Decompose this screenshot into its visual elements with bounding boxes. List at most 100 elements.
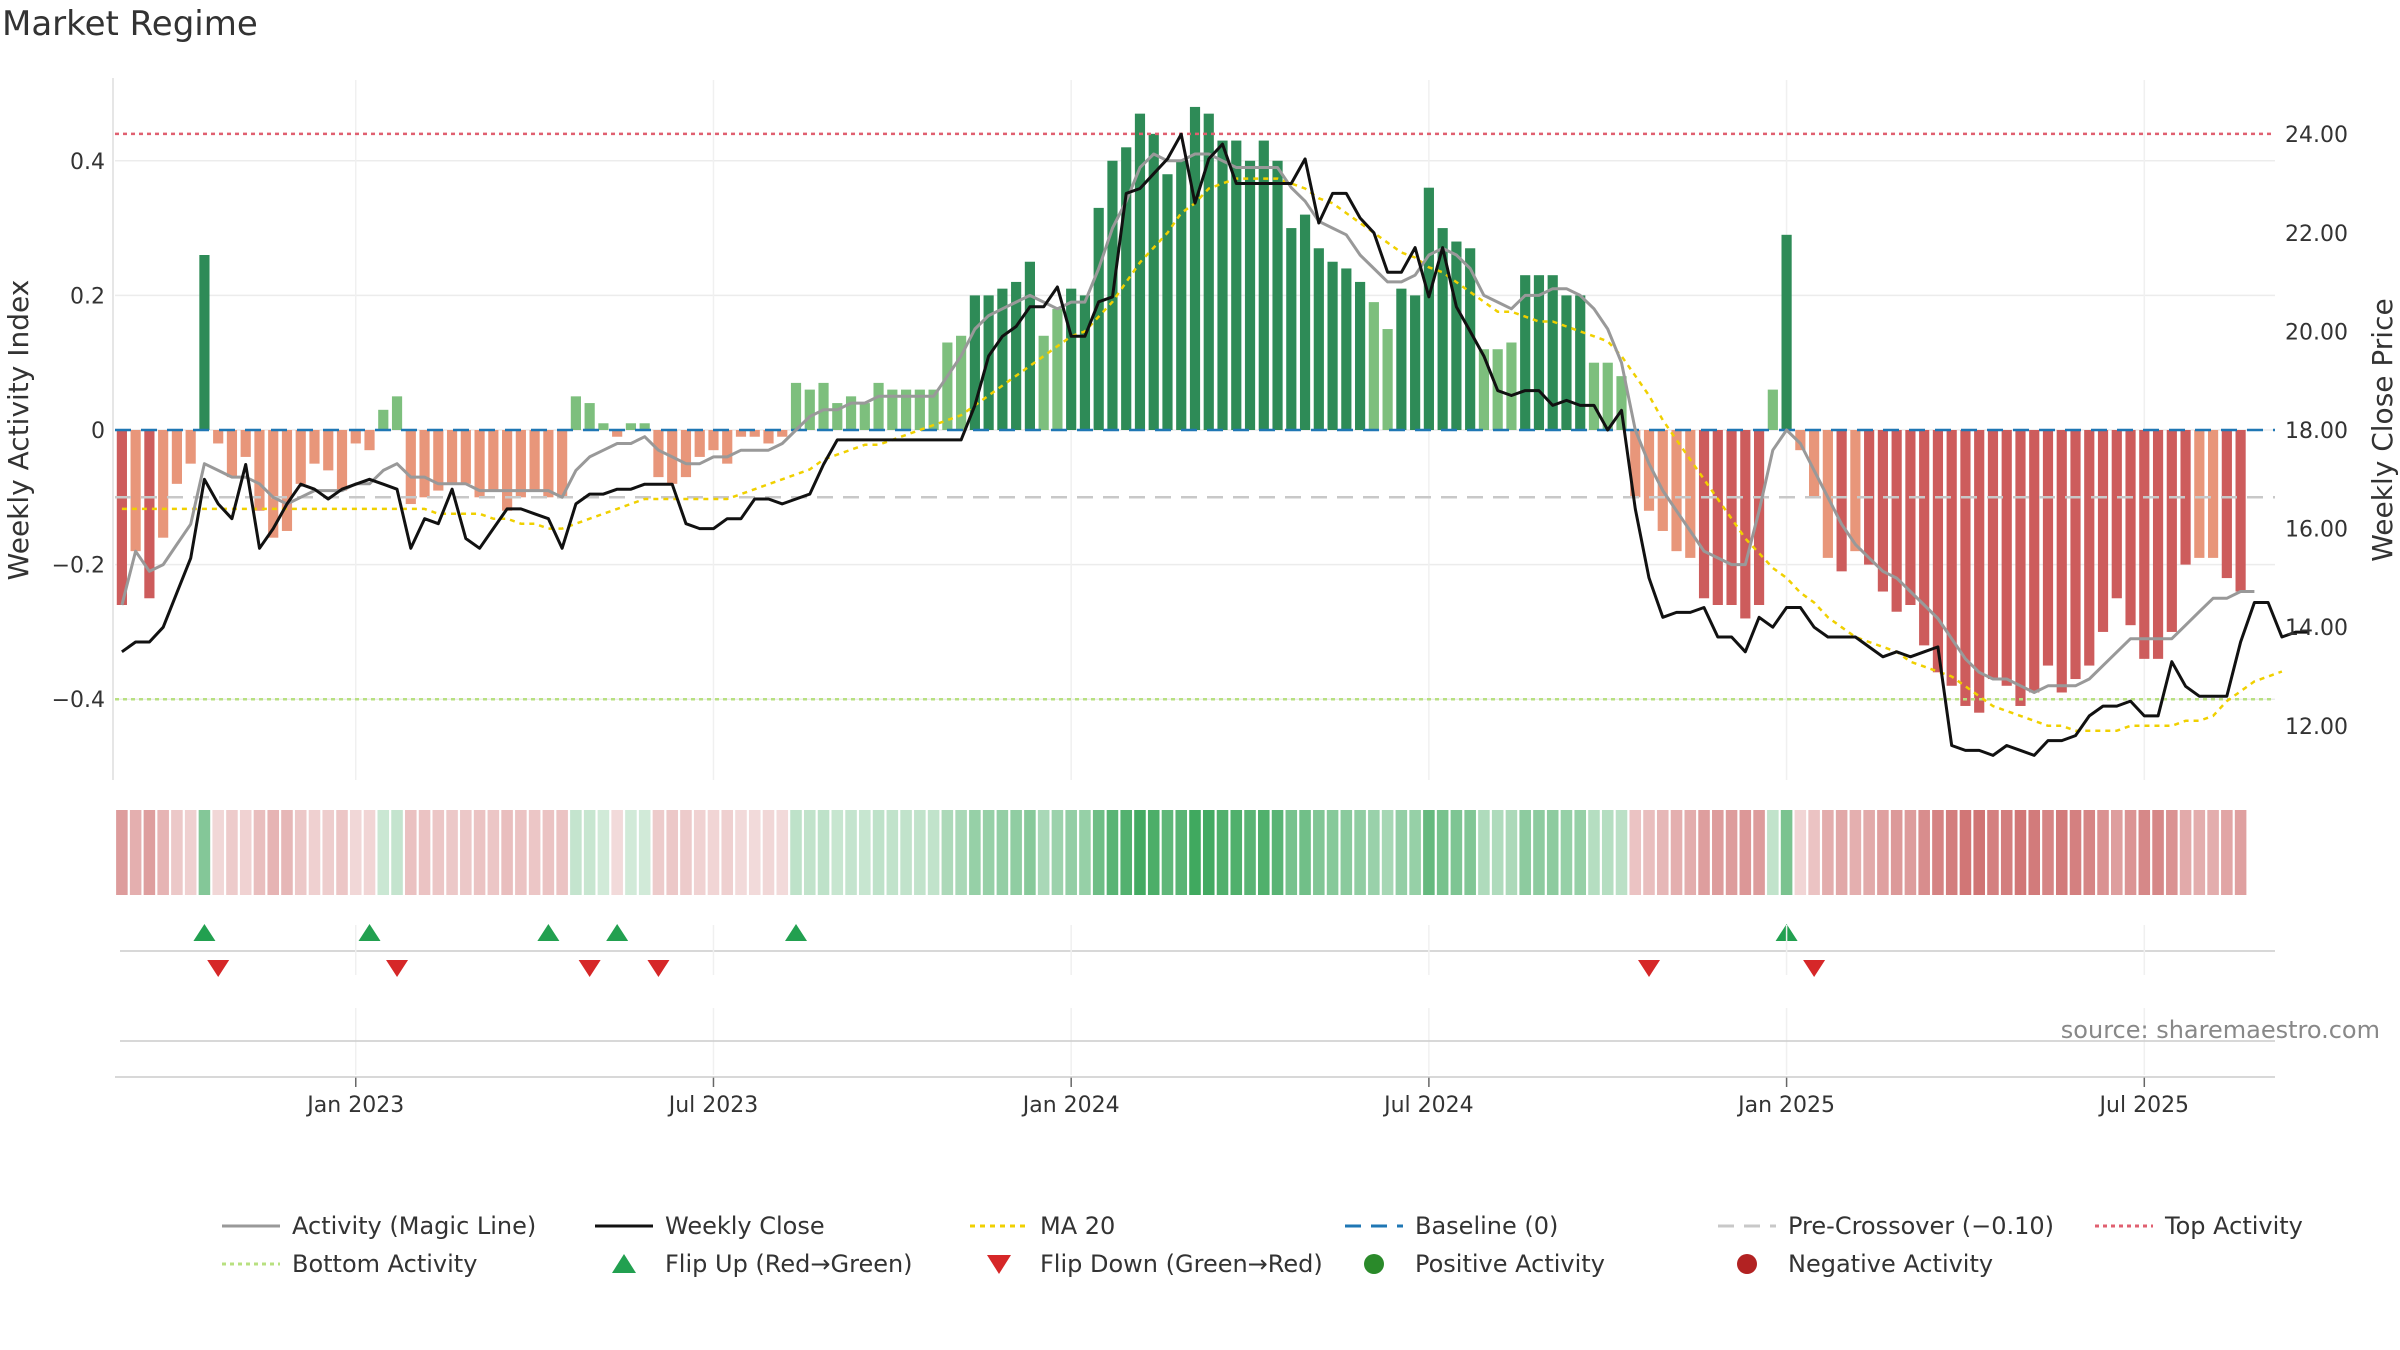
legend-item: MA 20	[970, 1212, 1115, 1240]
x-tick-label: Jan 2024	[1021, 1093, 1120, 1118]
activity-bar	[900, 389, 912, 430]
heat-cell	[927, 810, 940, 895]
heat-cell	[391, 810, 403, 895]
heat-cell	[446, 810, 458, 895]
activity-bar	[323, 430, 334, 471]
heat-cell	[322, 810, 335, 895]
heat-cell	[1794, 810, 1807, 895]
heat-cell	[1712, 810, 1724, 895]
heat-cell	[198, 810, 211, 895]
activity-bar	[295, 430, 306, 484]
heat-cell	[955, 810, 967, 895]
heat-cell	[2166, 810, 2178, 895]
legend-label: Baseline (0)	[1415, 1212, 1558, 1240]
heat-cell	[1918, 810, 1930, 895]
activity-bar	[1795, 430, 1806, 451]
activity-bar	[460, 430, 471, 484]
activity-bar	[2111, 430, 2122, 599]
activity-bar	[1616, 376, 1627, 430]
activity-bar	[1588, 362, 1600, 430]
activity-bar	[1506, 342, 1517, 430]
activity-bar	[2015, 430, 2026, 706]
legend-label: Negative Activity	[1788, 1250, 1993, 1278]
heat-cell	[157, 810, 169, 895]
legend-item: Negative Activity	[1737, 1250, 1993, 1278]
flip-up-marker	[537, 924, 560, 941]
activity-bar	[708, 430, 719, 451]
heat-cell	[762, 810, 775, 895]
heat-cell	[611, 810, 623, 895]
activity-bar	[2207, 430, 2219, 558]
flip-down-marker	[1638, 960, 1661, 977]
heat-cell	[680, 810, 692, 895]
heat-cell	[803, 810, 816, 895]
legend-label: Flip Down (Green→Red)	[1040, 1250, 1323, 1278]
activity-bar	[639, 423, 650, 430]
activity-bar	[1355, 281, 1366, 430]
activity-bar	[2125, 430, 2136, 626]
heat-cell	[556, 810, 568, 895]
heat-cell	[2111, 810, 2123, 895]
activity-bar	[1657, 430, 1668, 531]
heat-cell	[2152, 810, 2164, 895]
heat-cell	[2124, 810, 2137, 895]
heat-cell	[1423, 810, 1435, 895]
heat-cell	[1588, 810, 1600, 895]
legend-swatch	[1364, 1254, 1384, 1274]
heat-cell	[1643, 810, 1655, 895]
heat-cell	[487, 810, 500, 895]
heat-cell	[1519, 810, 1531, 895]
activity-bar	[818, 382, 829, 430]
activity-bar	[1272, 160, 1283, 430]
legend-item: Weekly Close	[595, 1212, 825, 1240]
activity-bar	[474, 430, 485, 498]
heat-cell	[735, 810, 747, 895]
activity-bar	[391, 396, 403, 430]
heat-cell	[1739, 810, 1752, 895]
legend-label: Positive Activity	[1415, 1250, 1605, 1278]
heat-cell	[1368, 810, 1380, 895]
activity-bar	[1561, 295, 1572, 430]
heat-cell	[1491, 810, 1504, 895]
heat-cell	[597, 810, 610, 895]
activity-bar	[2194, 430, 2205, 558]
activity-bar	[1079, 295, 1091, 430]
heat-cell	[707, 810, 720, 895]
activity-bar	[997, 288, 1008, 430]
activity-bar	[1396, 288, 1407, 430]
activity-bar	[804, 389, 815, 430]
activity-bar	[1162, 174, 1173, 430]
activity-bar	[1313, 248, 1324, 430]
heat-cell	[253, 810, 266, 895]
activity-bar	[763, 430, 774, 444]
heat-cell	[886, 810, 899, 895]
heat-cell	[2055, 810, 2068, 895]
heat-cell	[349, 810, 362, 895]
heat-cell	[1877, 810, 1889, 895]
right-tick-label: 16.00	[2285, 518, 2348, 543]
lower-panel: Jan 2023 Jul 2023 Jan 2024 Jul 2024 Jan 2025…	[115, 925, 2380, 1118]
heat-cell	[1505, 810, 1518, 895]
heat-cell	[1835, 810, 1848, 895]
heat-cell	[377, 810, 390, 895]
activity-bar	[1437, 228, 1448, 430]
activity-bar	[887, 389, 898, 430]
activity-bar	[598, 423, 609, 430]
heat-cell	[2234, 810, 2247, 895]
activity-bar	[625, 423, 637, 430]
heat-cell	[405, 810, 417, 895]
heat-cell	[2000, 810, 2013, 895]
activity-bar	[1987, 430, 1999, 680]
heat-cell	[281, 810, 293, 895]
activity-bar	[1781, 234, 1792, 430]
heat-cell	[982, 810, 995, 895]
heat-cell	[1987, 810, 1999, 895]
activity-bar	[1286, 228, 1297, 430]
activity-bar	[1148, 133, 1159, 430]
flip-down-marker	[386, 960, 409, 977]
activity-bar	[1919, 430, 1930, 646]
activity-bar	[845, 396, 857, 430]
activity-bar	[213, 430, 224, 444]
activity-bar	[185, 430, 196, 464]
heat-cell	[1560, 810, 1573, 895]
